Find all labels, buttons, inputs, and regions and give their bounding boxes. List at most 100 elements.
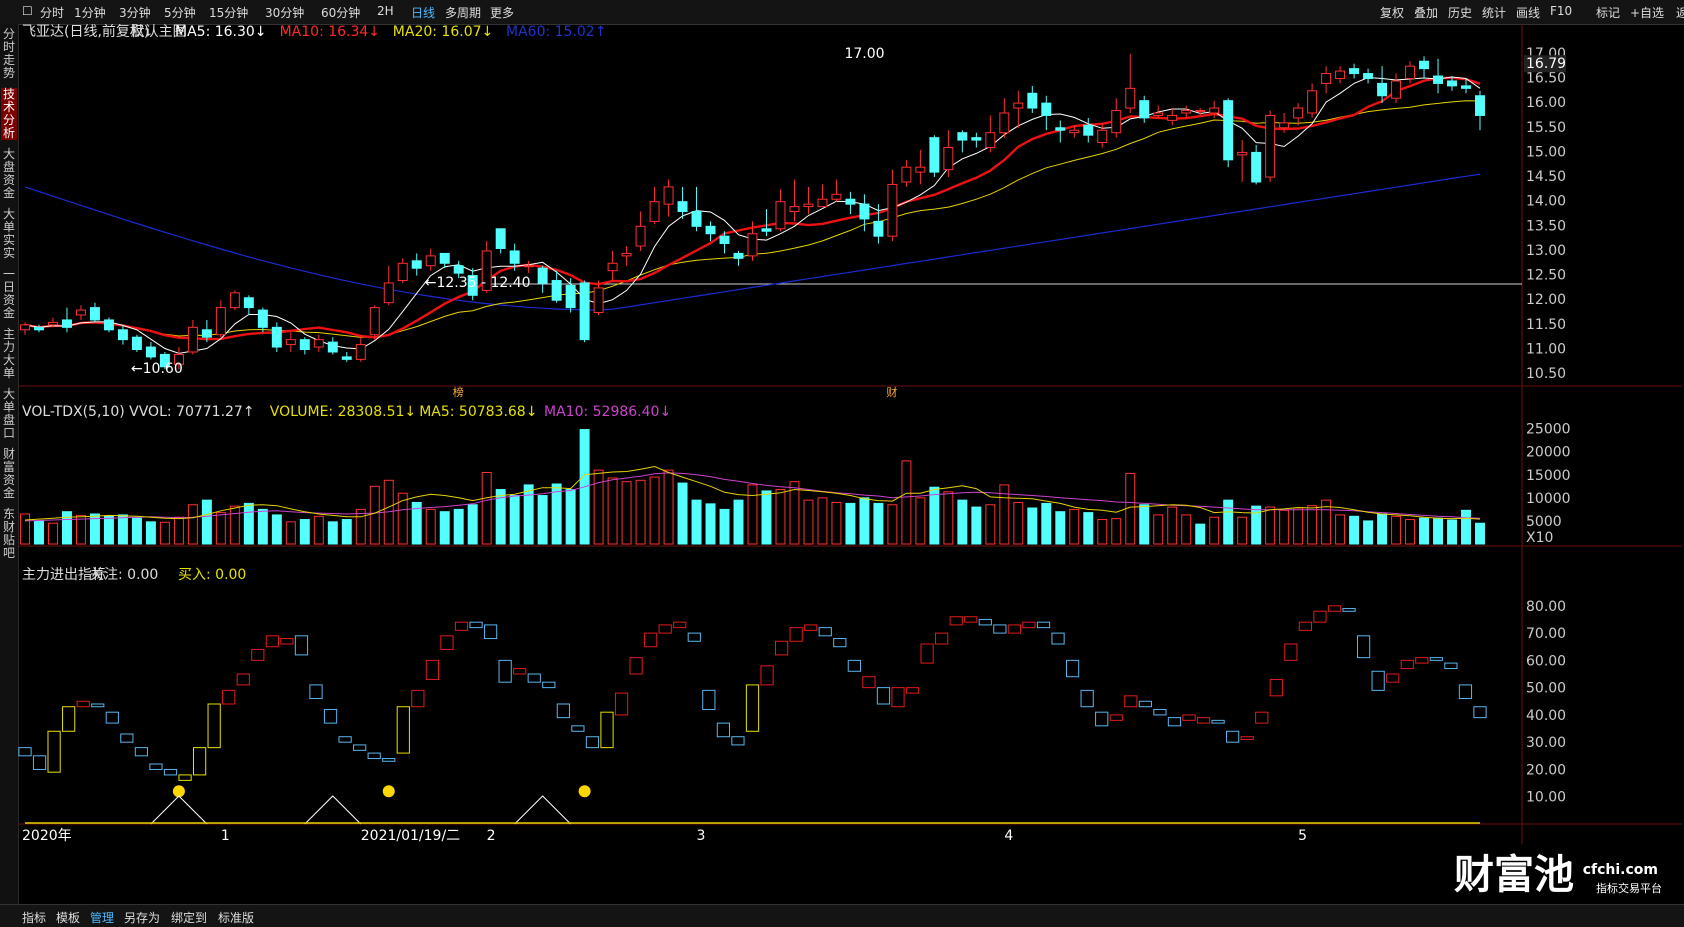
indicator-box (1022, 621, 1036, 629)
indicator-tick-label: 40.00 (1526, 708, 1566, 724)
indicator-box (1415, 657, 1429, 664)
candle-body (901, 166, 912, 183)
ma60-line (24, 173, 1481, 311)
tool-button-5[interactable]: F10 (1550, 4, 1573, 18)
volume-bar (789, 481, 800, 545)
period-tab-9[interactable]: 多周期 (445, 6, 482, 20)
price-tick-label: 12.50 (1526, 268, 1566, 284)
panel-toggle-icon[interactable]: ☐ (22, 4, 33, 18)
period-tab-6[interactable]: 60分钟 (321, 6, 361, 20)
candle-body (1265, 114, 1276, 178)
main-title-item: MA5: 16.30↓ (175, 24, 267, 40)
candle-body (1069, 129, 1080, 134)
sidenav-item-6[interactable]: 大单盘口 (2, 387, 15, 440)
volume-bar (621, 481, 632, 545)
candle-body (971, 137, 982, 141)
candle-body (1209, 107, 1220, 114)
indicator-box (629, 657, 643, 675)
candle-body (523, 265, 534, 268)
sidenav-item-0[interactable]: 分时走势 (2, 27, 15, 80)
volume-bar (229, 505, 240, 545)
candle-body (957, 132, 968, 141)
candle-body (1237, 151, 1248, 156)
volume-bar (1223, 499, 1234, 545)
tool-button-8[interactable]: 返回 (1676, 6, 1684, 20)
period-tab-3[interactable]: 5分钟 (164, 6, 196, 20)
volume-bar (1181, 514, 1192, 545)
indicator-box (745, 684, 760, 732)
sidenav-item-3[interactable]: 大单实实 (2, 207, 15, 260)
candle-body (1419, 60, 1430, 70)
indicator-box (1342, 608, 1356, 612)
tool-button-2[interactable]: 历史 (1448, 6, 1473, 20)
tool-button-6[interactable]: 标记 (1596, 6, 1621, 20)
xaxis-label: 2020年 (22, 828, 72, 844)
candle-body (61, 319, 72, 328)
period-tab-4[interactable]: 15分钟 (209, 6, 249, 20)
volume-bar (425, 508, 436, 545)
candle-body (593, 287, 604, 314)
period-tab-2[interactable]: 3分钟 (119, 6, 151, 20)
tool-button-4[interactable]: 画线 (1516, 6, 1541, 20)
indicator-box (1473, 706, 1487, 719)
indicator-tab-0[interactable]: 指标 (22, 911, 47, 925)
tool-button-1[interactable]: 叠加 (1414, 6, 1439, 20)
tool-button-0[interactable]: 复权 (1380, 6, 1405, 20)
candle-body (677, 201, 688, 213)
volume-bar (173, 516, 184, 545)
event-marker: 财 (886, 385, 897, 399)
sidenav-item-4[interactable]: 一日资金 (2, 267, 15, 320)
indicator-box (760, 665, 774, 686)
candle-body (1447, 80, 1457, 87)
volume-bar (1209, 516, 1220, 545)
volume-bar (873, 502, 884, 545)
volume-bar (803, 499, 814, 545)
candle-body (663, 186, 674, 205)
sidenav-item-1[interactable]: 技术分析 (1, 87, 17, 140)
indicator-box (1051, 632, 1065, 645)
indicator-box (251, 648, 265, 661)
price-tick-label: 13.50 (1526, 218, 1566, 234)
candle-body (747, 233, 758, 257)
period-tab-8[interactable]: 日线 (411, 6, 436, 20)
period-tab-0[interactable]: 分时 (40, 6, 65, 20)
indicator-box (1124, 695, 1138, 708)
indicator-box (1371, 670, 1385, 691)
indicator-box (353, 744, 367, 751)
stock-chart[interactable]: 17.00 16.50 16.00 15.50 15.00 14.50 14.00 13.50… (0, 24, 1684, 904)
period-tab-5[interactable]: 30分钟 (265, 6, 305, 20)
xaxis-label: 1 (221, 828, 230, 844)
candle-body (775, 201, 786, 230)
sidenav-item-5[interactable]: 主力大单 (2, 327, 15, 380)
candle-body (789, 206, 800, 213)
volume-bar (761, 490, 772, 545)
volume-bar (1419, 517, 1430, 545)
indicator-box (935, 632, 949, 645)
volume-bar (1377, 513, 1388, 545)
indicator-tab-5[interactable]: 标准版 (218, 911, 255, 925)
sidenav-item-8[interactable]: 东财贴吧 (2, 507, 15, 560)
volume-bar (649, 476, 660, 545)
sidenav-item-2[interactable]: 大盘资金 (2, 147, 15, 200)
volume-bar (957, 499, 968, 545)
volume-tick-label: 5000 (1526, 514, 1562, 530)
indicator-box (265, 635, 279, 648)
indicator-box (1211, 719, 1225, 724)
indicator-box (804, 624, 818, 631)
indicator-box (62, 706, 76, 732)
volume-tick-label: 20000 (1526, 445, 1571, 461)
tool-button-7[interactable]: +自选 (1630, 6, 1665, 20)
period-tab-7[interactable]: 2H (377, 4, 394, 18)
volume-bar (929, 486, 940, 545)
indicator-tab-4[interactable]: 绑定到 (171, 911, 208, 925)
period-tab-1[interactable]: 1分钟 (74, 6, 106, 20)
indicator-box (1226, 730, 1240, 743)
sidenav-item-7[interactable]: 财富资金 (2, 447, 15, 500)
indicator-tab-1[interactable]: 模板 (56, 911, 81, 925)
indicator-tab-3[interactable]: 另存为 (124, 911, 161, 925)
period-tab-10[interactable]: 更多 (490, 6, 515, 20)
volume-ma10-line (24, 472, 1481, 522)
candle-body (411, 260, 422, 269)
indicator-tab-2[interactable]: 管理 (90, 911, 115, 925)
tool-button-3[interactable]: 统计 (1482, 6, 1507, 20)
